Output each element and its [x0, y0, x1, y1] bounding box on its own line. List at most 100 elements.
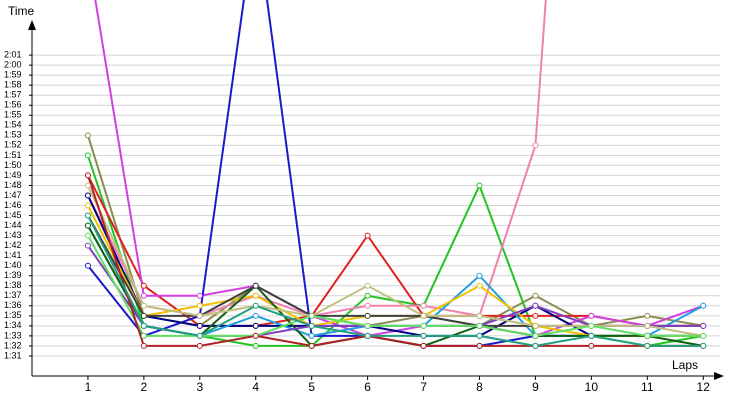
y-tick-label: 1:37 — [4, 290, 22, 300]
point — [308, 332, 315, 339]
point — [308, 342, 315, 349]
point — [140, 342, 147, 349]
y-tick-label: 1:34 — [4, 320, 22, 330]
y-tick-label: 1:40 — [4, 260, 22, 270]
point — [700, 342, 707, 349]
point — [588, 312, 595, 319]
point — [196, 322, 203, 329]
point — [532, 322, 539, 329]
point — [364, 302, 371, 309]
series-line — [87, 174, 704, 327]
series-line — [86, 175, 704, 347]
point — [476, 322, 483, 329]
y-tick-label: 1:47 — [4, 190, 22, 200]
point — [644, 322, 651, 329]
y-tick-label: 1:52 — [4, 140, 22, 150]
point — [84, 172, 91, 179]
point — [588, 332, 595, 339]
point — [252, 282, 259, 289]
point — [532, 302, 539, 309]
point — [84, 192, 91, 199]
point — [532, 292, 539, 299]
y-tick-label: 2:00 — [4, 60, 22, 70]
point — [364, 292, 371, 299]
point — [84, 202, 91, 209]
y-tick-label: 1:55 — [4, 110, 22, 120]
series-line — [86, 135, 704, 327]
point — [532, 142, 539, 149]
y-tick-label: 1:51 — [4, 150, 22, 160]
point — [364, 312, 371, 319]
y-tick-label: 1:50 — [4, 160, 22, 170]
point — [84, 152, 91, 159]
x-tick-label: 12 — [697, 380, 711, 394]
y-tick-label: 1:58 — [4, 80, 22, 90]
point — [420, 302, 427, 309]
series-line — [87, 0, 704, 347]
series-line — [87, 235, 704, 337]
y-tick-label: 1:43 — [4, 230, 22, 240]
point — [308, 312, 315, 319]
point — [588, 342, 595, 349]
point — [252, 292, 259, 299]
y-tick-label: 1:42 — [4, 240, 22, 250]
x-axis-label: Laps — [672, 358, 698, 372]
y-axis-label: Time — [8, 4, 35, 18]
y-tick-label: 1:48 — [4, 180, 22, 190]
point — [252, 312, 259, 319]
point — [700, 322, 707, 329]
point — [700, 302, 707, 309]
y-tick-label: 1:49 — [4, 170, 22, 180]
y-tick-label: 1:57 — [4, 90, 22, 100]
x-tick-label: 10 — [585, 380, 599, 394]
point — [84, 132, 91, 139]
point — [84, 242, 91, 249]
point — [532, 312, 539, 319]
point — [532, 332, 539, 339]
y-tick-label: 1:31 — [4, 350, 22, 360]
y-tick-label: 1:53 — [4, 130, 22, 140]
series-line — [87, 185, 704, 337]
point — [84, 182, 91, 189]
y-tick-label: 2:01 — [4, 49, 22, 59]
point — [476, 272, 483, 279]
point — [476, 312, 483, 319]
point — [196, 292, 203, 299]
point — [84, 212, 91, 219]
x-tick-label: 1 — [85, 380, 92, 394]
point — [644, 332, 651, 339]
point — [84, 222, 91, 229]
point — [140, 312, 147, 319]
point — [196, 312, 203, 319]
x-tick-label: 5 — [308, 380, 315, 394]
point — [84, 232, 91, 239]
point — [364, 232, 371, 239]
point — [476, 332, 483, 339]
point — [420, 342, 427, 349]
point — [196, 302, 203, 309]
y-tick-label: 1:46 — [4, 200, 22, 210]
y-tick-label: 1:33 — [4, 330, 22, 340]
point — [364, 322, 371, 329]
point — [140, 282, 147, 289]
point — [532, 342, 539, 349]
y-tick-label: 1:59 — [4, 70, 22, 80]
point — [364, 332, 371, 339]
point — [196, 332, 203, 339]
x-tick-label: 9 — [532, 380, 539, 394]
x-tick-label: 8 — [476, 380, 483, 394]
point — [308, 322, 315, 329]
y-tick-label: 1:38 — [4, 280, 22, 290]
y-tick-label: 1:44 — [4, 220, 22, 230]
x-tick-label: 2 — [141, 380, 148, 394]
point — [644, 312, 651, 319]
point — [252, 332, 259, 339]
point — [140, 292, 147, 299]
y-tick-label: 1:32 — [4, 340, 22, 350]
y-tick-label: 1:35 — [4, 310, 22, 320]
y-axis-arrow — [28, 20, 36, 30]
point — [476, 282, 483, 289]
y-tick-label: 1:36 — [4, 300, 22, 310]
point — [140, 322, 147, 329]
